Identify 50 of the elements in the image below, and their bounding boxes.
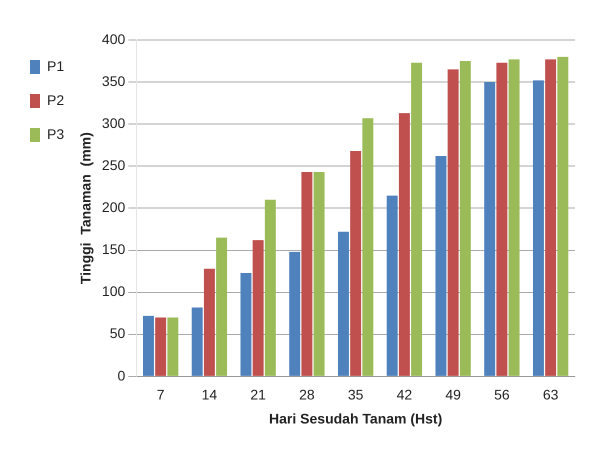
x-tick-label: 49 xyxy=(445,386,462,403)
bar xyxy=(204,268,215,376)
bar xyxy=(338,232,349,376)
x-tick-label: 35 xyxy=(348,386,364,403)
bar xyxy=(252,240,264,376)
bar xyxy=(314,172,325,376)
y-tick-label: 200 xyxy=(102,199,126,216)
bar xyxy=(508,59,520,376)
bar xyxy=(240,272,252,376)
bar xyxy=(398,113,410,376)
x-tick-label: 28 xyxy=(299,386,315,403)
bar xyxy=(167,318,178,376)
bar xyxy=(557,56,568,376)
bar xyxy=(532,80,544,376)
x-tick-label: 56 xyxy=(494,386,510,403)
bar xyxy=(460,61,471,376)
y-tick-label: 50 xyxy=(110,325,126,342)
x-tick-label: 7 xyxy=(156,386,165,403)
legend-label: P1 xyxy=(47,58,64,74)
x-tick-label: 42 xyxy=(396,386,412,403)
bar xyxy=(142,316,154,376)
y-tick-label: 350 xyxy=(102,72,126,89)
bar xyxy=(362,118,374,376)
bar xyxy=(155,318,166,376)
bar xyxy=(264,200,276,376)
bar xyxy=(545,59,556,376)
bar xyxy=(496,62,508,376)
bar xyxy=(192,307,203,376)
y-tick-label: 150 xyxy=(102,241,126,258)
y-axis-title: Tinggi Tanaman (mm) xyxy=(77,132,94,284)
legend-label: P3 xyxy=(47,126,64,142)
y-tick-label: 400 xyxy=(102,30,126,47)
x-tick-label: 21 xyxy=(250,386,266,403)
x-tick-label: 63 xyxy=(542,386,559,403)
y-tick-label: 0 xyxy=(117,367,126,384)
bar xyxy=(350,151,362,376)
bar xyxy=(301,172,312,376)
y-tick-label: 250 xyxy=(102,157,126,174)
bar xyxy=(386,196,398,376)
y-tick-label: 100 xyxy=(102,283,126,300)
x-tick-label: 14 xyxy=(202,386,218,403)
bar xyxy=(448,69,459,376)
bar xyxy=(216,238,228,376)
legend-label: P2 xyxy=(47,92,64,108)
bar xyxy=(289,252,300,376)
x-axis-title: Hari Sesudah Tanam (Hst) xyxy=(269,410,442,426)
bar xyxy=(484,82,496,376)
y-tick-label: 300 xyxy=(102,114,126,131)
bar xyxy=(435,156,446,376)
bar xyxy=(411,62,422,376)
